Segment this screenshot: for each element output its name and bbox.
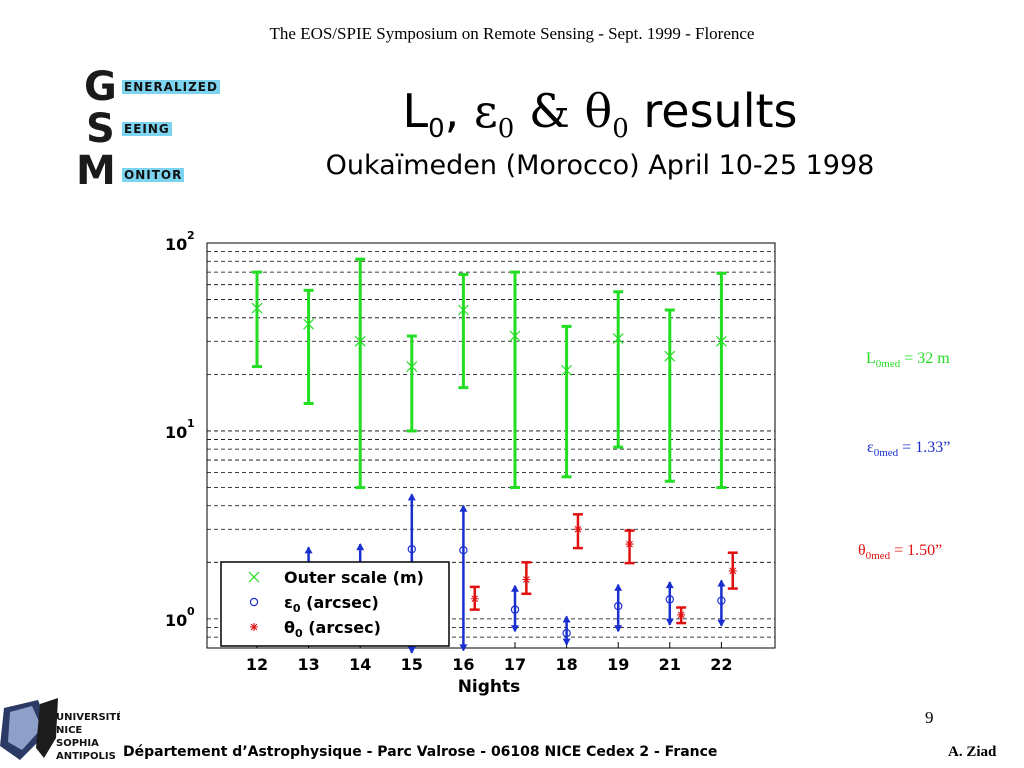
gsm-logo-word-3: ONITOR: [122, 168, 185, 182]
legend-marker: [249, 597, 259, 607]
eps0-median-label: ε0med = 1.33”: [867, 439, 951, 460]
legend-label: Outer scale (m): [284, 568, 424, 587]
x-tick-label: 21: [659, 655, 681, 674]
error-bar-cap: [614, 583, 623, 591]
university-logo-line-2: NICE: [56, 725, 82, 736]
legend-marker: [248, 571, 260, 583]
data-point: [665, 595, 675, 604]
x-tick-label: 17: [504, 655, 526, 674]
x-tick-label: 19: [607, 655, 629, 674]
error-bar-cap: [356, 619, 365, 627]
data-point: [419, 601, 428, 610]
data-point: [457, 304, 469, 316]
author-name: A. Ziad: [948, 744, 997, 760]
data-point: [509, 330, 521, 342]
page-number: 9: [925, 708, 934, 727]
x-tick-label: 12: [246, 655, 268, 674]
data-point: [315, 613, 324, 622]
l0-median-symbol: L: [866, 350, 876, 367]
slide-subtitle: Oukaïmeden (Morocco) April 10-25 1998: [325, 150, 875, 181]
y-tick-label: 10: [165, 611, 187, 630]
gsm-logo-word-1: ENERALIZED: [122, 80, 220, 94]
eps0-median-symbol: ε: [867, 439, 874, 456]
error-bar-cap: [511, 584, 519, 592]
data-point: [612, 333, 624, 345]
data-point: [625, 540, 634, 549]
data-point: [356, 588, 365, 597]
error-bar-cap: [717, 579, 726, 587]
conference-header: The EOS/SPIE Symposium on Remote Sensing…: [269, 24, 755, 43]
x-tick-label: 18: [555, 655, 577, 674]
gsm-logo-letter-m: M: [76, 148, 116, 194]
gsm-logo-letter-s: S: [86, 106, 115, 152]
data-point: [562, 628, 571, 638]
university-logo-line-1: UNIVERSITÉ: [56, 710, 120, 723]
error-bar-cap: [562, 615, 571, 623]
gsm-logo-letter-g: G: [84, 64, 117, 110]
error-bar-cap: [407, 493, 416, 501]
x-tick-label: 22: [710, 655, 732, 674]
data-point: [715, 335, 727, 347]
legend-marker: [250, 623, 258, 631]
data-point: [264, 570, 273, 579]
x-tick-label: 16: [452, 655, 474, 674]
error-bar-cap: [459, 504, 468, 512]
error-bar-cap: [665, 618, 674, 626]
gsm-logo-word-2: EEING: [122, 122, 172, 136]
data-point: [728, 566, 737, 575]
gsm-logo: G ENERALIZED S EEING M ONITOR: [72, 64, 232, 194]
data-point: [304, 564, 313, 573]
university-logo: UNIVERSITÉ NICE SOPHIA ANTIPOLIS: [0, 698, 120, 762]
data-point: [510, 605, 520, 614]
y-tick-exponent: 2: [187, 229, 195, 242]
footer-address: Département d’Astrophysique - Parc Valro…: [123, 744, 718, 760]
legend-box: [220, 561, 450, 647]
data-point: [459, 545, 468, 555]
error-bar-cap: [356, 543, 365, 551]
data-point: [573, 525, 582, 534]
legend-label: θ0 (arcsec): [284, 618, 381, 640]
x-tick-label: 15: [401, 655, 423, 674]
y-tick-exponent: 0: [187, 605, 195, 618]
error-bar-cap: [253, 579, 261, 587]
y-tick-exponent: 1: [187, 417, 195, 430]
data-point: [406, 361, 418, 373]
x-tick-label: 14: [349, 655, 371, 674]
error-bar-cap: [459, 644, 468, 652]
slide-title: L0, ε0 & θ0 results: [402, 84, 798, 145]
data-point: [677, 610, 686, 619]
data-point: [354, 335, 366, 347]
error-bar-cap: [614, 625, 623, 633]
error-bar-cap: [562, 638, 571, 646]
l0-median-label: L0med = 32 m: [866, 350, 950, 371]
university-logo-line-3: SOPHIA: [56, 738, 99, 749]
error-bar-cap: [253, 594, 261, 602]
x-tick-label: 13: [297, 655, 319, 674]
error-bar-cap: [407, 646, 416, 654]
legend-label: ε0 (arcsec): [284, 593, 379, 615]
error-bar-cap: [717, 619, 726, 627]
data-point: [561, 364, 573, 376]
error-bar-cap: [511, 625, 519, 633]
university-logo-line-4: ANTIPOLIS: [56, 751, 116, 762]
data-point: [470, 594, 479, 603]
error-bar-cap: [304, 591, 313, 599]
data-point: [717, 596, 726, 605]
data-point: [614, 601, 623, 611]
error-bar-cap: [665, 581, 674, 589]
y-tick-label: 10: [165, 423, 187, 442]
plot-area: [206, 242, 776, 649]
data-point: [367, 581, 376, 590]
x-axis-label: Nights: [458, 677, 521, 697]
data-point: [251, 302, 263, 314]
data-point: [252, 584, 262, 593]
theta0-median-symbol: θ: [858, 542, 866, 559]
data-point: [522, 575, 531, 584]
data-point: [407, 544, 416, 554]
data-point: [664, 350, 676, 362]
error-bar-cap: [304, 546, 313, 554]
data-point: [303, 318, 315, 330]
theta0-median-label: θ0med = 1.50”: [858, 542, 943, 563]
y-tick-label: 10: [165, 235, 187, 254]
